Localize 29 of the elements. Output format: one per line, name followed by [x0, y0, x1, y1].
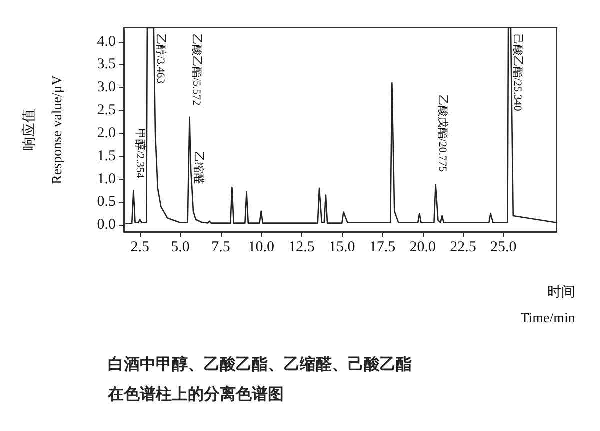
annotation: 甲醇/2.354 [134, 128, 148, 180]
annotation: 己酸乙酯/25.340 [511, 34, 524, 112]
y-axis-title: 响应值 Response value/μV [22, 76, 66, 184]
x-axis-title: 时间 Time/min [520, 284, 576, 326]
line-series [124, 27, 558, 224]
text: 白酒中甲醇、乙酸乙酯、乙缩醛、己酸乙酯在色谱柱上的分离色谱图 [107, 356, 412, 404]
x-tick-label: 12.5 [288, 240, 315, 256]
x-tick-label: 7.5 [212, 240, 230, 256]
y-tick-label: 1.5 [97, 148, 116, 164]
y-tick-label: 2.0 [97, 125, 116, 142]
x-tick-label: 2.5 [130, 240, 150, 256]
x-tick-label: 15.0 [328, 240, 356, 256]
x-tick-label: 10.0 [248, 240, 274, 256]
x-tick-label: 5.0 [171, 240, 190, 256]
x-tick-label: 20.0 [410, 240, 436, 256]
y-tick-label: 4.0 [97, 34, 116, 50]
annotation: 乙缩醛 [192, 151, 206, 184]
y-tick-label: 2.5 [97, 102, 116, 119]
y-tick-label: 3.0 [97, 80, 116, 96]
x-tick-label: 22.5 [450, 240, 476, 256]
annotation: 乙酸乙酯/5.572 [190, 34, 202, 106]
annotation: 乙酸戊酯/20.775 [436, 94, 450, 173]
annotation: 乙醇/3.463 [154, 34, 168, 84]
y-tick-label: 0.5 [97, 194, 116, 210]
y-tick-label: 1.0 [97, 171, 116, 188]
x-tick-label: 17.5 [369, 240, 396, 256]
y-tick-label: 3.5 [97, 56, 116, 73]
y-tick-label: 0.0 [97, 217, 116, 234]
x-tick-label: 25.0 [490, 240, 517, 256]
